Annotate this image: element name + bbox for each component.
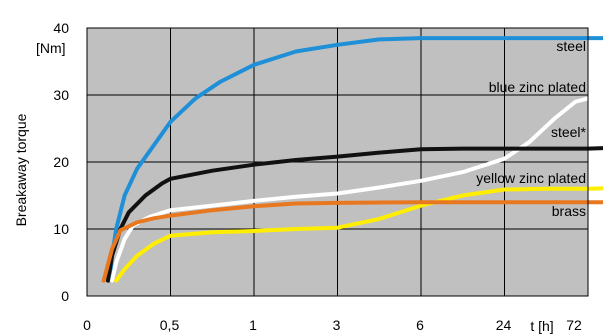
x-tick-labels: 0 0,5 1 3 6 24 72: [83, 317, 582, 333]
series-lines: [101, 36, 603, 283]
series-label: brass: [552, 203, 586, 219]
y-tick-label: 10: [53, 221, 69, 237]
series-label: blue zinc plated: [489, 79, 586, 95]
series-line: [114, 186, 603, 283]
x-tick-label: 1: [249, 317, 257, 333]
series-line: [107, 36, 603, 283]
x-tick-label: 3: [333, 317, 341, 333]
plot-frame: [86, 27, 589, 297]
x-axis-label: t [h]: [530, 318, 553, 334]
x-tick-label: 72: [566, 317, 582, 333]
y-axis-unit: [Nm]: [36, 40, 66, 56]
series-labels: steel blue zinc plated steel* yellow zinc p…: [476, 38, 586, 219]
series-line: [101, 200, 603, 283]
y-axis-label: Breakaway torque: [13, 113, 29, 226]
y-tick-labels: 0 10 20 30 40: [53, 20, 69, 304]
x-tick-label: 24: [496, 317, 512, 333]
y-tick-label: 30: [53, 87, 69, 103]
y-tick-label: 0: [61, 288, 69, 304]
x-tick-label: 6: [416, 317, 424, 333]
x-tick-label: 0: [83, 317, 91, 333]
y-tick-label: 20: [53, 154, 69, 170]
series-line: [105, 146, 603, 283]
series-label: yellow zinc plated: [476, 170, 586, 186]
y-tick-label: 40: [53, 20, 69, 36]
x-tick-label: 0,5: [160, 317, 180, 333]
series-label: steel: [556, 38, 586, 54]
series-label: steel*: [551, 124, 587, 140]
